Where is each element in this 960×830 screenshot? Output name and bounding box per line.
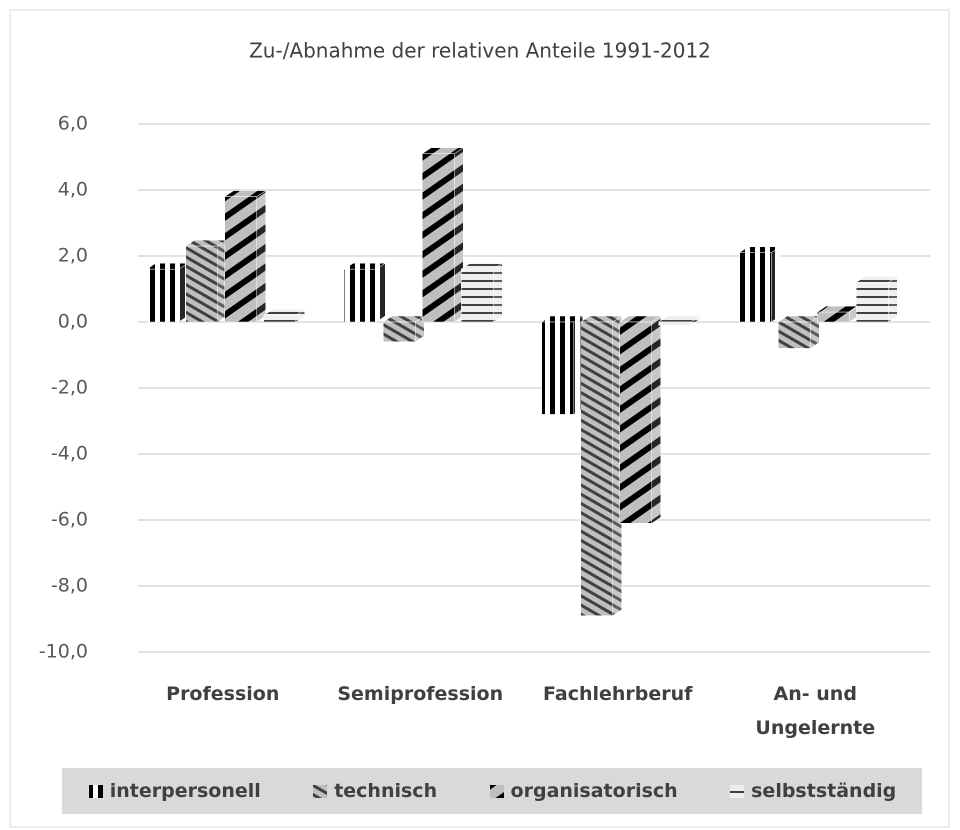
bar: [422, 153, 455, 323]
y-tick-label: 2,0: [58, 245, 88, 267]
bar-side: [256, 190, 266, 323]
bar-side: [771, 246, 781, 323]
x-tick-label: Profession: [166, 683, 280, 705]
legend-label: technisch: [334, 780, 438, 802]
y-tick-label: -6,0: [51, 509, 88, 531]
legend-swatch-fill: [313, 785, 328, 798]
bar: [658, 321, 691, 326]
x-tick-label: Semiprofession: [337, 683, 504, 705]
legend-label: organisatorisch: [510, 780, 678, 802]
bar: [461, 268, 494, 323]
legend-swatch-fill: [730, 785, 745, 798]
y-tick-label: -4,0: [51, 443, 88, 465]
bar: [856, 282, 889, 323]
y-tick-label: 0,0: [58, 311, 88, 333]
bar: [263, 315, 296, 323]
legend-item: technisch: [312, 780, 437, 802]
bar-side: [888, 275, 898, 323]
legend-swatch: [730, 785, 745, 798]
bar: [778, 321, 811, 349]
legend-swatch: [88, 785, 103, 798]
y-tick-label: -8,0: [51, 575, 88, 597]
bar: [739, 252, 772, 323]
chart-title: Zu-/Abnahme der relativen Anteile 1991-2…: [249, 39, 711, 63]
legend-item: interpersonell: [88, 780, 261, 802]
legend-item: selbstständig: [729, 780, 896, 802]
x-tick-label: An- und Ungelernte: [755, 683, 876, 739]
bar: [383, 321, 416, 343]
x-tick-label: Fachlehrberuf: [543, 683, 693, 705]
y-tick-label: -2,0: [51, 377, 88, 399]
y-tick-label: 6,0: [58, 113, 88, 135]
legend-label: interpersonell: [109, 780, 261, 802]
legend-swatch: [489, 785, 504, 798]
y-tick-label: -10,0: [39, 641, 88, 663]
legend: interpersonell technisch organisatorisch se…: [62, 768, 922, 814]
bar: [344, 268, 377, 323]
legend-swatch: [313, 785, 328, 798]
bar-side: [376, 262, 386, 323]
legend-swatch-fill: [88, 785, 103, 798]
y-tick-label: 4,0: [58, 179, 88, 201]
chart-border: [9, 9, 950, 828]
bar: [817, 311, 850, 323]
legend-label: selbstständig: [751, 780, 897, 802]
bar-side: [651, 315, 661, 524]
bar: [541, 321, 574, 415]
legend-item: organisatorisch: [489, 780, 678, 802]
bar: [146, 268, 179, 323]
bar: [185, 245, 218, 323]
bar: [224, 196, 257, 323]
bar-side: [493, 262, 503, 323]
bar: [619, 321, 652, 524]
legend-swatch-fill: [489, 785, 504, 798]
bar: [580, 321, 613, 616]
